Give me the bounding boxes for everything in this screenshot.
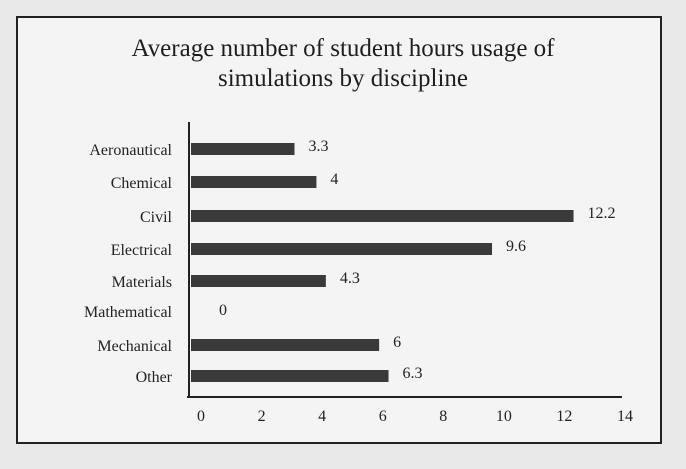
bar-materials: [191, 275, 326, 287]
x-tick-label: 0: [197, 408, 205, 425]
bar-chemical: [191, 176, 317, 188]
chart-title-line-2: simulations by discipline: [218, 65, 468, 92]
data-label: 3.3: [308, 138, 328, 155]
chart-title: Average number of student hours usage of…: [0, 34, 686, 94]
data-label: 9.6: [506, 238, 526, 255]
data-label: 4.3: [340, 270, 360, 287]
category-label: Aeronautical: [89, 142, 172, 159]
x-tick-label: 4: [318, 408, 326, 425]
data-label: 4: [330, 171, 338, 188]
category-label: Mechanical: [97, 338, 172, 355]
bar-electrical: [191, 243, 493, 255]
x-tick-label: 10: [496, 408, 512, 425]
category-label: Electrical: [111, 242, 173, 259]
category-label: Mathematical: [84, 304, 173, 321]
x-tick-label: 12: [556, 408, 572, 425]
category-label: Civil: [140, 209, 173, 226]
bar-aeronautical: [191, 143, 295, 155]
x-tick-label: 8: [439, 408, 447, 425]
data-label: 12.2: [588, 205, 616, 222]
x-tick-label: 14: [617, 408, 633, 425]
chart-title-line-1: Average number of student hours usage of: [131, 35, 555, 62]
data-label: 6: [393, 334, 401, 351]
x-tick-label: 2: [258, 408, 266, 425]
x-tick-label: 6: [379, 408, 387, 425]
category-label: Chemical: [111, 175, 173, 192]
bar-other: [191, 370, 389, 382]
data-label: 0: [219, 302, 227, 319]
bar-mechanical: [191, 339, 380, 351]
bar-civil: [191, 210, 574, 222]
data-label: 6.3: [403, 365, 423, 382]
category-label: Other: [136, 369, 173, 386]
category-label: Materials: [112, 274, 172, 291]
